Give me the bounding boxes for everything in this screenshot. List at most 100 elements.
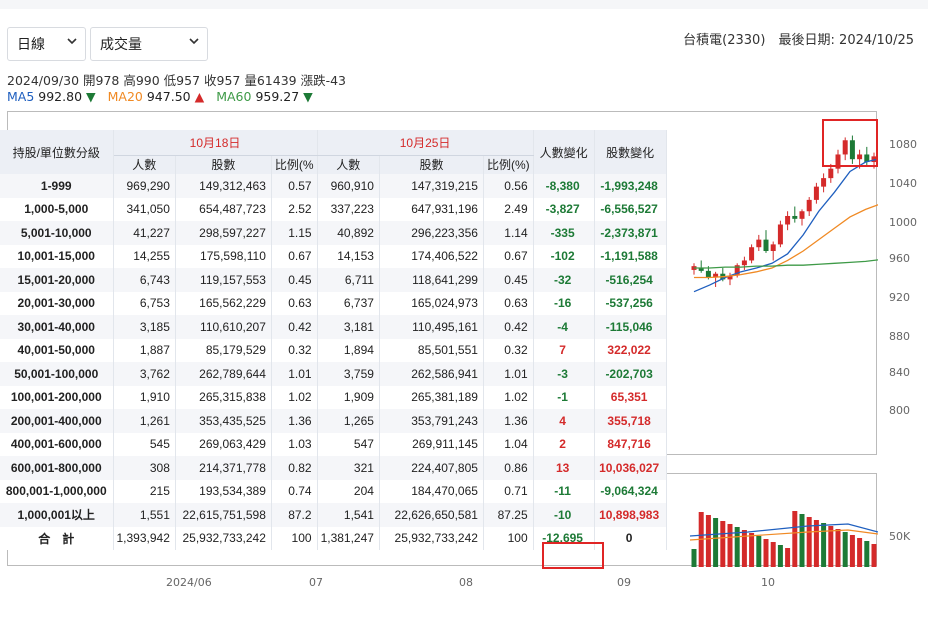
volume-bar (857, 538, 863, 567)
people-change-cell: -3,827 (533, 197, 595, 221)
volume-bar (741, 530, 747, 567)
candle-body (871, 156, 877, 163)
shares-change-cell: -6,556,527 (594, 197, 667, 221)
volume-bar (756, 536, 762, 567)
value-cell: 1,381,247 (317, 526, 380, 550)
x-tick-label: 2024/06 (166, 576, 212, 589)
value-cell: 0.57 (271, 174, 318, 198)
candle-body (849, 140, 855, 160)
volume-bar (691, 549, 697, 567)
volume-bar (770, 542, 776, 567)
candle-body (713, 273, 719, 278)
value-cell: 262,586,941 (379, 362, 484, 386)
value-cell: 2.49 (483, 197, 534, 221)
tier-cell: 400,001-600,000 (0, 432, 114, 456)
value-cell: 1.36 (483, 409, 534, 433)
table-row: 1-999 969,290 149,312,463 0.57 960,910 147,31… (0, 174, 667, 198)
value-cell: 654,487,723 (175, 197, 272, 221)
people-change-cell: -11 (533, 479, 595, 503)
x-tick-label: 09 (617, 576, 631, 589)
value-cell: 14,153 (317, 244, 380, 268)
tier-cell: 200,001-400,000 (0, 409, 114, 433)
candle-body (842, 140, 848, 155)
candle-body (857, 154, 863, 160)
price-tick-label: 1080 (889, 138, 917, 151)
value-cell: 1.14 (483, 221, 534, 245)
period-select-value: 日線 (17, 37, 45, 53)
value-cell: 110,495,161 (379, 315, 484, 339)
candle-body (734, 265, 740, 276)
shares-change-cell: 355,718 (594, 409, 667, 433)
table-row: 400,001-600,000 545 269,063,429 1.03 547 269,… (0, 432, 667, 456)
value-cell: 193,534,389 (175, 479, 272, 503)
volume-bar (871, 544, 877, 567)
value-cell: 110,610,207 (175, 315, 272, 339)
table-row: 1,000,001以上 1,551 22,615,751,598 87.2 1,541 2… (0, 503, 667, 527)
candle-body (799, 211, 805, 219)
candle-body (763, 239, 769, 251)
volume-bar (806, 517, 812, 567)
volume-bar (763, 539, 769, 567)
ma20-line (694, 203, 882, 279)
tier-cell: 10,001-15,000 (0, 244, 114, 268)
candle-body (835, 154, 841, 169)
value-cell: 0.42 (483, 315, 534, 339)
value-cell: 0.67 (483, 244, 534, 268)
value-cell: 1.15 (271, 221, 318, 245)
people-change-cell: 2 (533, 432, 595, 456)
value-cell: 265,381,189 (379, 385, 484, 409)
value-cell: 308 (113, 456, 176, 480)
header-ratio-1: 比例(% (271, 155, 318, 174)
candle-body (792, 215, 798, 219)
value-cell: 3,185 (113, 315, 176, 339)
value-cell: 3,181 (317, 315, 380, 339)
volume-bar (792, 511, 798, 567)
shares-change-cell: 847,716 (594, 432, 667, 456)
people-change-cell: -8,380 (533, 174, 595, 198)
value-cell: 0.67 (271, 244, 318, 268)
value-cell: 0.32 (271, 338, 318, 362)
volume-bar (842, 532, 848, 567)
ma-legend: MA5 992.80 ▼ MA20 947.50 ▲ MA60 959.27 ▼ (7, 89, 321, 104)
candle-body (828, 168, 834, 179)
value-cell: 3,762 (113, 362, 176, 386)
people-change-cell: -12,695 (533, 526, 595, 550)
indicator-select[interactable]: 成交量 (90, 27, 208, 61)
value-cell: 1.02 (483, 385, 534, 409)
header-shares-1: 股數 (175, 155, 272, 174)
table-row: 200,001-400,000 1,261 353,435,525 1.36 1,265… (0, 409, 667, 433)
candle-body (698, 268, 704, 271)
shares-change-cell: 65,351 (594, 385, 667, 409)
shares-change-cell: -2,373,871 (594, 221, 667, 245)
table-row: 40,001-50,000 1,887 85,179,529 0.32 1,894 85,… (0, 338, 667, 362)
value-cell: 0.45 (483, 268, 534, 292)
table-row: 1,000-5,000 341,050 654,487,723 2.52 337,223… (0, 197, 667, 221)
value-cell: 269,911,145 (379, 432, 484, 456)
price-tick-label: 920 (889, 291, 910, 304)
shares-change-cell: -202,703 (594, 362, 667, 386)
value-cell: 337,223 (317, 197, 380, 221)
volume-bar (713, 518, 719, 567)
tier-cell: 5,001-10,000 (0, 221, 114, 245)
value-cell: 0.56 (483, 174, 534, 198)
value-cell: 22,626,650,581 (379, 503, 484, 527)
value-cell: 0.71 (483, 479, 534, 503)
period-select[interactable]: 日線 (7, 27, 86, 61)
tier-cell: 30,001-40,000 (0, 315, 114, 339)
value-cell: 960,910 (317, 174, 380, 198)
table-row: 20,001-30,000 6,753 165,562,229 0.63 6,737 16… (0, 291, 667, 315)
shares-change-cell: 0 (594, 526, 667, 550)
x-tick-label: 10 (761, 576, 775, 589)
people-change-cell: -1 (533, 385, 595, 409)
value-cell: 214,371,778 (175, 456, 272, 480)
people-change-cell: -4 (533, 315, 595, 339)
shares-change-cell: 322,022 (594, 338, 667, 362)
value-cell: 215 (113, 479, 176, 503)
value-cell: 1,909 (317, 385, 380, 409)
candle-body (806, 199, 812, 212)
tier-cell: 40,001-50,000 (0, 338, 114, 362)
tier-cell: 800,001-1,000,000 (0, 479, 114, 503)
volume-bar (849, 535, 855, 567)
value-cell: 0.74 (271, 479, 318, 503)
value-cell: 1.02 (271, 385, 318, 409)
